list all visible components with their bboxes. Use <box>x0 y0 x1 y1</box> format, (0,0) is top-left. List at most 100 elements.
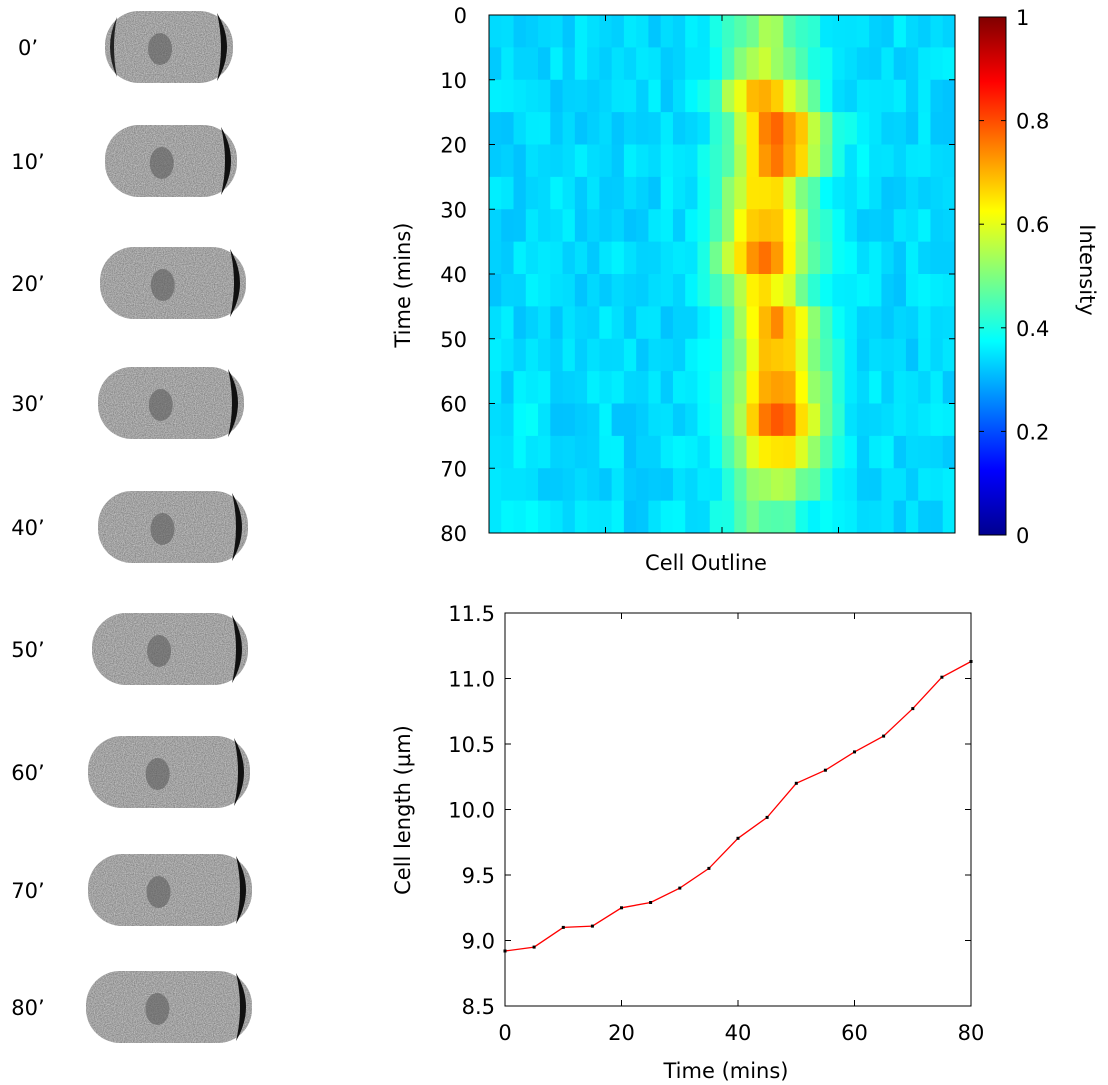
heatmap-cell <box>807 500 821 533</box>
heatmap-cell <box>783 403 797 437</box>
heatmap-cell <box>807 176 821 210</box>
data-point <box>911 707 915 711</box>
cell-micrograph <box>100 247 246 319</box>
heatmap-cell <box>734 144 748 178</box>
time-label: 80’ <box>11 996 44 1020</box>
heatmap-cell <box>734 468 748 502</box>
heatmap-cell <box>562 306 576 340</box>
time-label: 50’ <box>11 638 44 662</box>
heatmap-cell <box>795 144 809 178</box>
heatmap-cell <box>844 500 858 533</box>
heatmap-cell <box>648 371 662 405</box>
heatmap-cell <box>881 306 895 340</box>
heatmap-cell <box>869 209 883 243</box>
heatmap-cell <box>893 15 907 48</box>
heatmap-cell <box>905 176 919 210</box>
heatmap-cell <box>660 468 674 502</box>
heatmap-cell <box>930 79 944 113</box>
heatmap-cell <box>856 371 870 405</box>
heatmap-cell <box>869 371 883 405</box>
heatmap-cell <box>905 371 919 405</box>
heatmap-cell <box>525 47 539 81</box>
heatmap-cell <box>820 306 833 340</box>
heatmap-cell <box>722 371 735 405</box>
heatmap-cell <box>697 468 711 502</box>
heatmap-cell <box>832 79 846 113</box>
cell-micrograph <box>105 11 233 83</box>
heatmap-cell <box>746 468 760 502</box>
heatmap-cell <box>746 209 760 243</box>
heatmap-cell <box>599 274 613 307</box>
heatmap-cell <box>746 338 760 372</box>
heatmap-cell <box>611 468 625 502</box>
heatmap-cell <box>562 403 576 437</box>
heatmap-cell <box>807 241 821 275</box>
heatmap-cell <box>525 241 539 275</box>
cell-length-plot: 0 20 40 60 80 8.5 9.0 9.5 10.0 10.5 11.0 11.5 Time … <box>391 602 984 1083</box>
heatmap-cell <box>636 209 650 243</box>
heatmap-cell <box>832 15 846 48</box>
heatmap-x-label: Cell Outline <box>645 551 767 575</box>
heatmap-cell <box>881 403 895 437</box>
heatmap-cell <box>574 468 588 502</box>
heatmap-cell <box>623 338 637 372</box>
heatmap-cell <box>660 338 674 372</box>
heatmap-cell <box>538 144 551 178</box>
heatmap-cell <box>905 112 919 146</box>
heatmap-cell <box>538 112 551 146</box>
heatmap-cell <box>685 371 699 405</box>
heatmap-cell <box>709 241 723 275</box>
heatmap-cell <box>771 274 784 307</box>
heatmap-cell <box>758 338 772 372</box>
data-point <box>940 675 944 679</box>
heatmap-cell <box>771 403 784 437</box>
heatmap-cell <box>501 112 515 146</box>
heatmap-cell <box>672 338 686 372</box>
heatmap-cell <box>832 306 846 340</box>
data-point <box>649 901 653 904</box>
heatmap-cell <box>905 500 919 533</box>
heatmap-cell <box>550 468 564 502</box>
heatmap-cell <box>587 371 600 405</box>
heatmap-cell <box>942 435 955 469</box>
heatmap-cell <box>746 500 760 533</box>
time-label: 0’ <box>18 36 38 60</box>
heatmap-cell <box>672 112 686 146</box>
heatmap-cell <box>856 274 870 307</box>
heatmap-cell <box>636 338 650 372</box>
heatmap-cell <box>795 112 809 146</box>
heatmap-cell <box>648 306 662 340</box>
heatmap-cell <box>893 468 907 502</box>
heatmap-cell <box>574 47 588 81</box>
lineplot-x-tick-label: 80 <box>958 1021 985 1045</box>
heatmap-cell <box>501 274 515 307</box>
heatmap-cell <box>746 15 760 48</box>
heatmap-cell <box>856 176 870 210</box>
heatmap-cell <box>734 338 748 372</box>
heatmap-cell <box>746 435 760 469</box>
heatmap-cell <box>562 209 576 243</box>
heatmap-cell <box>807 338 821 372</box>
heatmap-cell <box>709 468 723 502</box>
heatmap-cell <box>746 371 760 405</box>
heatmap-cell <box>856 435 870 469</box>
heatmap-cell <box>611 79 625 113</box>
heatmap-cell <box>709 371 723 405</box>
colorbar-label: Intensity <box>1075 224 1099 315</box>
heatmap-cell <box>856 403 870 437</box>
heatmap-cell <box>820 15 833 48</box>
heatmap-cell <box>758 274 772 307</box>
heatmap-cell <box>538 371 551 405</box>
heatmap-cell <box>734 209 748 243</box>
heatmap-cell <box>611 306 625 340</box>
heatmap-cell <box>489 15 502 48</box>
lineplot-x-tick-label: 20 <box>608 1021 635 1045</box>
heatmap-cell <box>562 15 576 48</box>
heatmap-cell <box>697 403 711 437</box>
heatmap-cell <box>807 15 821 48</box>
heatmap-cell <box>623 435 637 469</box>
colorbar-tick-label: 0.6 <box>1016 213 1049 237</box>
heatmap-cell <box>820 241 833 275</box>
heatmap-cell <box>930 435 944 469</box>
